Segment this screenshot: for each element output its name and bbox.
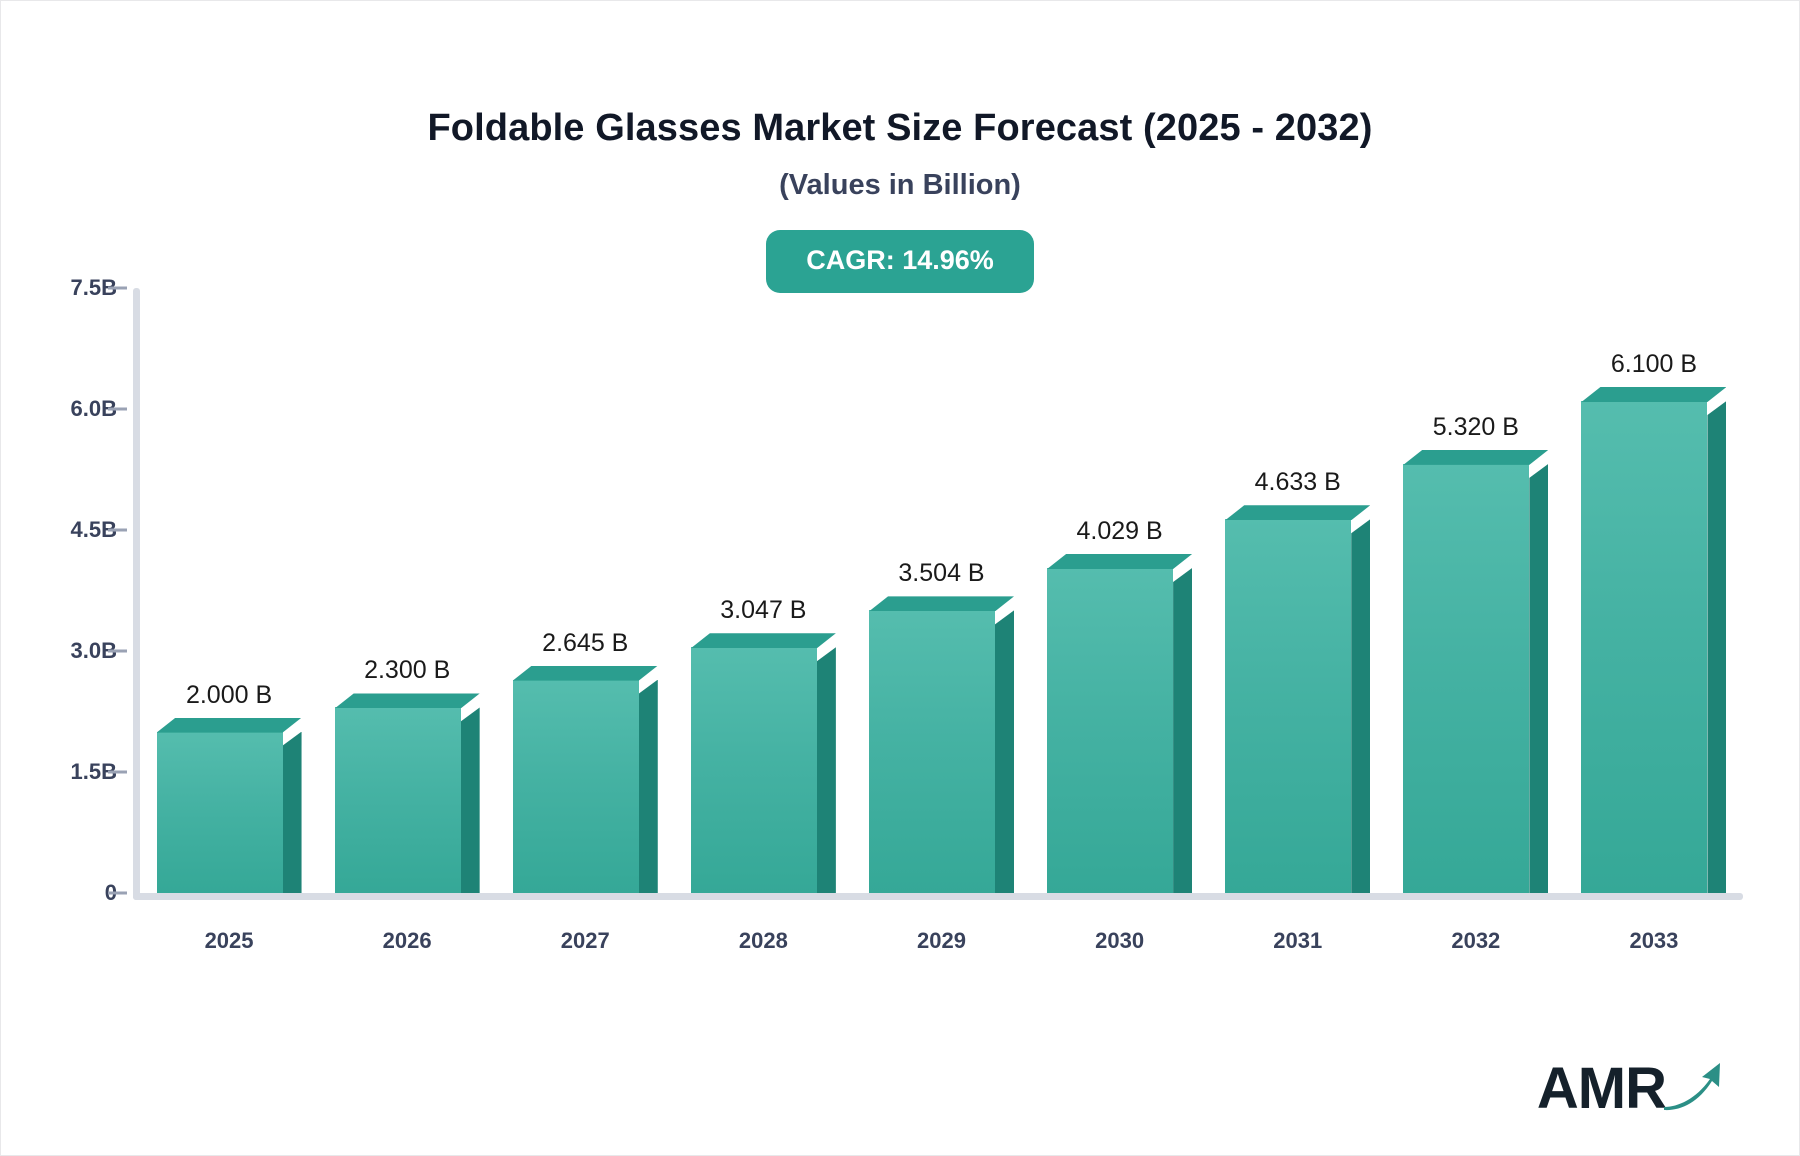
- bar-column[interactable]: 4.029 B: [1047, 273, 1193, 893]
- bar-side-face: [1529, 463, 1549, 893]
- bar-top-face: [869, 596, 1014, 612]
- growth-arrow-icon: [1662, 1057, 1724, 1116]
- y-axis-tick-mark: [108, 770, 127, 774]
- bar-side-face: [282, 731, 302, 893]
- bar-value-label: 2.000 B: [185, 680, 273, 709]
- bar-side-face: [1707, 400, 1727, 893]
- page-title: Foldable Glasses Market Size Forecast (2…: [427, 107, 1373, 149]
- bar-top-face: [1225, 505, 1371, 521]
- y-axis-tick-mark: [108, 407, 127, 411]
- bar-top-face: [1047, 554, 1193, 569]
- bar-front-face: [1047, 568, 1174, 893]
- bar-column[interactable]: 2.000 B: [156, 273, 302, 893]
- bar-top-face: [512, 665, 658, 681]
- x-axis-tick-label: 2025: [204, 928, 254, 953]
- bar-side-face: [638, 679, 658, 893]
- bar-side-face: [1173, 568, 1193, 893]
- x-axis-tick-label: 2031: [1273, 928, 1323, 953]
- bar-column[interactable]: 2.300 B: [334, 273, 480, 893]
- chart-subtitle: (Values in Billion): [779, 168, 1021, 201]
- y-axis-line: [133, 288, 140, 900]
- bar-front-face: [1403, 463, 1530, 893]
- bar-value-label: 2.300 B: [364, 656, 451, 685]
- bar-front-face: [156, 731, 283, 893]
- bar-series: 2.000 B 2.300 B 2.645 B 3.047 B 3.504 B 4.029…: [140, 280, 1743, 900]
- y-axis-tick-mark: [108, 649, 127, 653]
- x-axis-tick-label: 2033: [1629, 928, 1679, 953]
- y-axis-tick-mark: [108, 528, 127, 532]
- amr-logo: AMR: [1537, 1057, 1724, 1118]
- cagr-badge-wrap: CAGR: 14.96%: [0, 229, 1800, 293]
- y-axis-tick-mark: [108, 286, 127, 290]
- y-axis-tick-label: 0: [17, 880, 117, 906]
- status-badge: CAGR: 14.96%: [766, 229, 1034, 293]
- bar-front-face: [1581, 400, 1708, 893]
- y-axis-tick-label: 6.0B: [70, 396, 117, 421]
- bar-top-face: [1581, 386, 1727, 402]
- bar-column[interactable]: 2.645 B: [512, 273, 658, 893]
- bar-front-face: [334, 707, 461, 893]
- bar-top-face: [156, 717, 302, 733]
- plot-area: 7.5B 6.0B 4.5B 3.0B 1.5B 0 2.000 B 2.300 B 2.64…: [0, 275, 1800, 953]
- x-axis-tick-label: 2028: [738, 928, 788, 953]
- y-axis-tick-label: 1.5B: [70, 759, 117, 784]
- bar-front-face: [690, 647, 817, 893]
- x-axis-tick-label: 2026: [382, 928, 432, 953]
- bar-value-label: 3.504 B: [898, 559, 985, 588]
- bar-top-face: [1403, 449, 1549, 465]
- bar-front-face: [1225, 519, 1352, 893]
- bar-value-label: 6.100 B: [1610, 349, 1698, 378]
- chart-header: Foldable Glasses Market Size Forecast (2…: [0, 0, 1800, 293]
- bar-front-face: [512, 679, 639, 893]
- bar-value-label: 5.320 B: [1432, 412, 1519, 441]
- x-axis-tick-label: 2029: [917, 928, 966, 953]
- bar-column[interactable]: 5.320 B: [1403, 273, 1549, 893]
- bar-front-face: [869, 610, 995, 893]
- x-axis-tick-label: 2030: [1095, 928, 1145, 953]
- bar-column[interactable]: 4.633 B: [1225, 273, 1371, 893]
- logo-text: AMR: [1536, 1056, 1667, 1121]
- y-axis-tick-label: 3.0B: [70, 638, 117, 663]
- bar-side-face: [1351, 519, 1371, 893]
- y-axis-tick-label: 7.5B: [70, 275, 117, 300]
- x-axis-tick-label: 2027: [560, 928, 610, 953]
- bar-column[interactable]: 3.047 B: [690, 273, 836, 893]
- bar-top-face: [690, 633, 836, 649]
- bar-top-face: [334, 693, 480, 709]
- bar-side-face: [460, 707, 480, 893]
- x-axis-baseline: [133, 893, 1743, 900]
- bar-value-label: 3.047 B: [720, 596, 807, 625]
- y-axis-tick-mark: [108, 891, 127, 895]
- bar-value-label: 4.029 B: [1076, 517, 1163, 545]
- bar-value-label: 4.633 B: [1254, 468, 1341, 497]
- y-axis-tick-label: 4.5B: [70, 517, 117, 542]
- bar-column[interactable]: 6.100 B: [1581, 273, 1727, 893]
- x-axis-tick-label: 2032: [1451, 928, 1501, 953]
- bar-value-label: 2.645 B: [542, 628, 629, 657]
- bar-side-face: [995, 610, 1014, 893]
- bar-side-face: [816, 647, 836, 893]
- bar-column[interactable]: 3.504 B: [869, 273, 1014, 893]
